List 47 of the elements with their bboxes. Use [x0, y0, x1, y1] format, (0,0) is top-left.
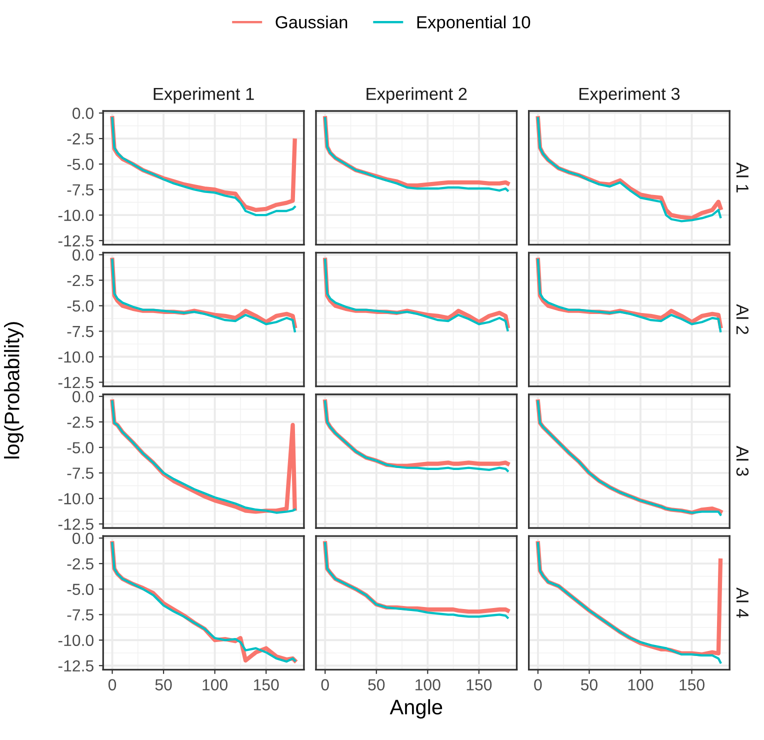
y-tick-label: -7.5	[67, 326, 94, 338]
y2-axis-title: AI 2	[736, 304, 749, 334]
chart-title: Experiment 1	[154, 87, 254, 104]
y-tick-label: -10.0	[58, 634, 94, 646]
x-tick-label: 100	[416, 679, 440, 690]
chart-title: Experiment 3	[580, 87, 680, 104]
y-tick-label: -10.0	[58, 493, 94, 504]
y-tick-label: 0.0	[72, 108, 94, 119]
y2-axis-title: AI 4	[736, 587, 748, 618]
y-tick-label: -2.5	[67, 416, 94, 428]
legend-label: Gaussian	[276, 16, 348, 28]
x-tick-label: 150	[466, 679, 492, 690]
y-tick-label: 0.0	[72, 532, 94, 544]
y-tick-label: -12.5	[58, 518, 94, 530]
x-tick-label: 50	[580, 679, 598, 690]
x-tick-label: 0	[534, 679, 542, 690]
chart-title: Experiment 2	[366, 87, 467, 104]
y-tick-label: -7.5	[67, 468, 94, 479]
x-tick-label: 50	[155, 679, 172, 690]
y-tick-label: -5.0	[67, 442, 94, 454]
y-tick-label: -12.5	[58, 660, 94, 672]
y-axis-title: log(Probability)	[4, 322, 24, 458]
y-tick-label: -5.0	[67, 584, 94, 596]
y-tick-label: -2.5	[67, 133, 94, 144]
y2-axis-title: AI 1	[736, 162, 748, 192]
x-tick-label: 150	[680, 679, 704, 690]
y2-axis-title: AI 3	[736, 446, 749, 476]
x-tick-label: 50	[368, 679, 385, 690]
y-tick-label: -10.0	[58, 351, 94, 363]
x-axis-title: Angle	[390, 699, 442, 719]
x-tick-label: 100	[202, 679, 228, 690]
y-tick-label: -12.5	[58, 376, 94, 388]
x-tick-label: 0	[321, 679, 329, 690]
x-tick-label: 150	[254, 679, 279, 690]
y-tick-label: -5.0	[67, 158, 94, 170]
x-tick-label: 0	[108, 679, 116, 690]
x-tick-label: 100	[628, 679, 654, 690]
y-tick-label: -5.0	[67, 300, 94, 312]
y-tick-label: -7.5	[67, 184, 94, 196]
y-tick-label: -7.5	[67, 609, 94, 621]
y-tick-label: -12.5	[58, 235, 94, 247]
y-tick-label: 0.0	[72, 249, 94, 261]
y-tick-label: -10.0	[58, 210, 94, 222]
y-tick-label: 0.0	[72, 391, 94, 402]
y-tick-label: -2.5	[67, 274, 94, 286]
legend-label: Exponential 10	[417, 16, 530, 32]
y-tick-label: -2.5	[67, 558, 94, 570]
